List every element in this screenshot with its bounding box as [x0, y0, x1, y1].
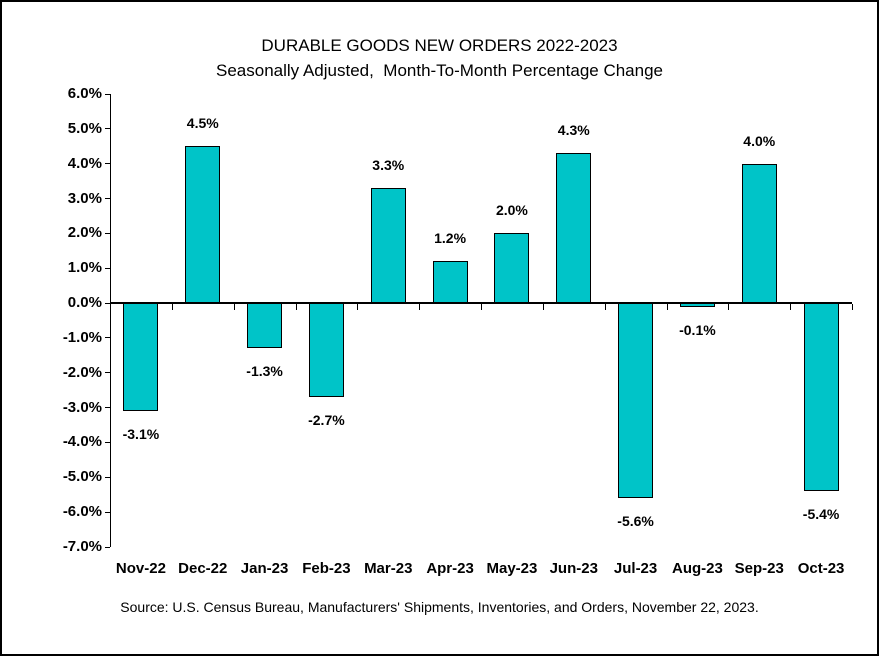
x-category-label: Jun-23: [549, 560, 598, 577]
y-axis-tick-label: 2.0%: [67, 224, 102, 242]
y-axis-tick: [105, 163, 110, 165]
y-axis-tick: [105, 337, 110, 339]
y-axis-tick: [105, 407, 110, 409]
x-category-label: Apr-23: [426, 560, 474, 577]
x-axis-tick: [233, 304, 235, 311]
y-axis-tick: [105, 128, 110, 130]
x-axis-tick: [666, 304, 668, 311]
y-axis-tick-label: -7.0%: [62, 538, 102, 555]
bar-jan-23: [247, 303, 283, 349]
chart-subtitle: Seasonally Adjusted, Month-To-Month Perc…: [216, 61, 663, 80]
x-category-label: Mar-23: [364, 560, 413, 577]
x-category-label: Dec-22: [178, 560, 228, 577]
bar-value-label: 4.3%: [557, 122, 590, 139]
bar-jul-23: [618, 303, 654, 499]
y-axis-tick-label: -5.0%: [62, 468, 102, 486]
bar-feb-23: [308, 303, 344, 398]
y-axis-tick-label: 3.0%: [67, 189, 102, 207]
y-axis-line: [110, 94, 111, 547]
x-axis-tick: [790, 304, 792, 311]
chart-title: DURABLE GOODS NEW ORDERS 2022-2023: [261, 36, 618, 55]
y-axis-tick-label: -1.0%: [62, 328, 102, 346]
bar-value-label: -0.1%: [679, 321, 716, 338]
y-axis-tick-label: -3.0%: [62, 398, 102, 416]
bar-nov-22: [123, 303, 159, 412]
x-category-label: Sep-23: [734, 560, 784, 577]
x-axis-tick: [604, 304, 606, 311]
bar-value-label: -3.1%: [122, 426, 160, 443]
bar-apr-23: [432, 261, 468, 304]
bar-mar-23: [370, 188, 406, 304]
bar-may-23: [494, 233, 530, 304]
bar-jun-23: [556, 153, 592, 304]
bar-value-label: -5.4%: [802, 506, 840, 523]
y-axis-tick: [105, 511, 110, 513]
x-axis-tick: [357, 304, 359, 311]
y-axis-tick: [105, 546, 110, 548]
bar-value-label: -1.3%: [246, 363, 283, 380]
x-axis-tick: [419, 304, 421, 311]
x-axis-tick: [295, 304, 297, 311]
x-axis-tick: [171, 304, 173, 311]
bar-oct-23: [803, 303, 839, 492]
bar-value-label: -2.7%: [308, 412, 345, 429]
x-category-label: Jan-23: [240, 560, 289, 577]
bar-value-label: -5.6%: [617, 513, 654, 530]
bar-value-label: 4.5%: [186, 115, 219, 132]
bar-value-label: 3.3%: [372, 157, 405, 174]
y-axis-tick: [105, 198, 110, 200]
y-axis-tick-label: 6.0%: [67, 85, 102, 102]
x-axis-line: [110, 302, 852, 305]
y-axis-tick: [105, 267, 110, 269]
x-category-label: Feb-23: [302, 560, 351, 577]
x-category-label: Aug-23: [671, 560, 723, 577]
y-axis-tick-label: 1.0%: [67, 259, 102, 277]
bar-value-label: 2.0%: [495, 202, 528, 219]
y-axis-tick: [105, 372, 110, 374]
x-category-label: May-23: [486, 560, 538, 577]
x-axis-tick: [481, 304, 482, 311]
x-axis-tick: [110, 304, 111, 311]
bar-sep-23: [741, 163, 777, 304]
y-axis-tick-label: -4.0%: [62, 433, 102, 451]
y-axis-tick: [105, 441, 110, 443]
x-category-label: Jul-23: [613, 560, 658, 577]
y-axis-tick: [105, 232, 110, 234]
bar-value-label: 1.2%: [434, 230, 467, 247]
x-axis-tick: [728, 304, 730, 311]
bar-dec-22: [185, 146, 221, 304]
x-category-label: Oct-23: [797, 560, 845, 577]
y-axis-tick: [105, 93, 110, 95]
y-axis-tick: [105, 302, 110, 304]
y-axis-tick-label: -6.0%: [62, 503, 102, 521]
y-axis-tick-label: 4.0%: [67, 154, 102, 172]
y-axis-tick-label: -2.0%: [62, 363, 102, 381]
x-category-label: Nov-22: [115, 560, 166, 577]
x-axis-tick: [542, 304, 544, 311]
y-axis-tick-label: 0.0%: [67, 294, 102, 312]
y-axis-tick-label: 5.0%: [67, 119, 102, 137]
bar-aug-23: [679, 303, 715, 307]
bar-value-label: 4.0%: [743, 132, 776, 149]
y-axis-tick: [105, 476, 110, 478]
x-axis-tick: [852, 304, 853, 311]
source-note: Source: U.S. Census Bureau, Manufacturer…: [120, 599, 759, 615]
